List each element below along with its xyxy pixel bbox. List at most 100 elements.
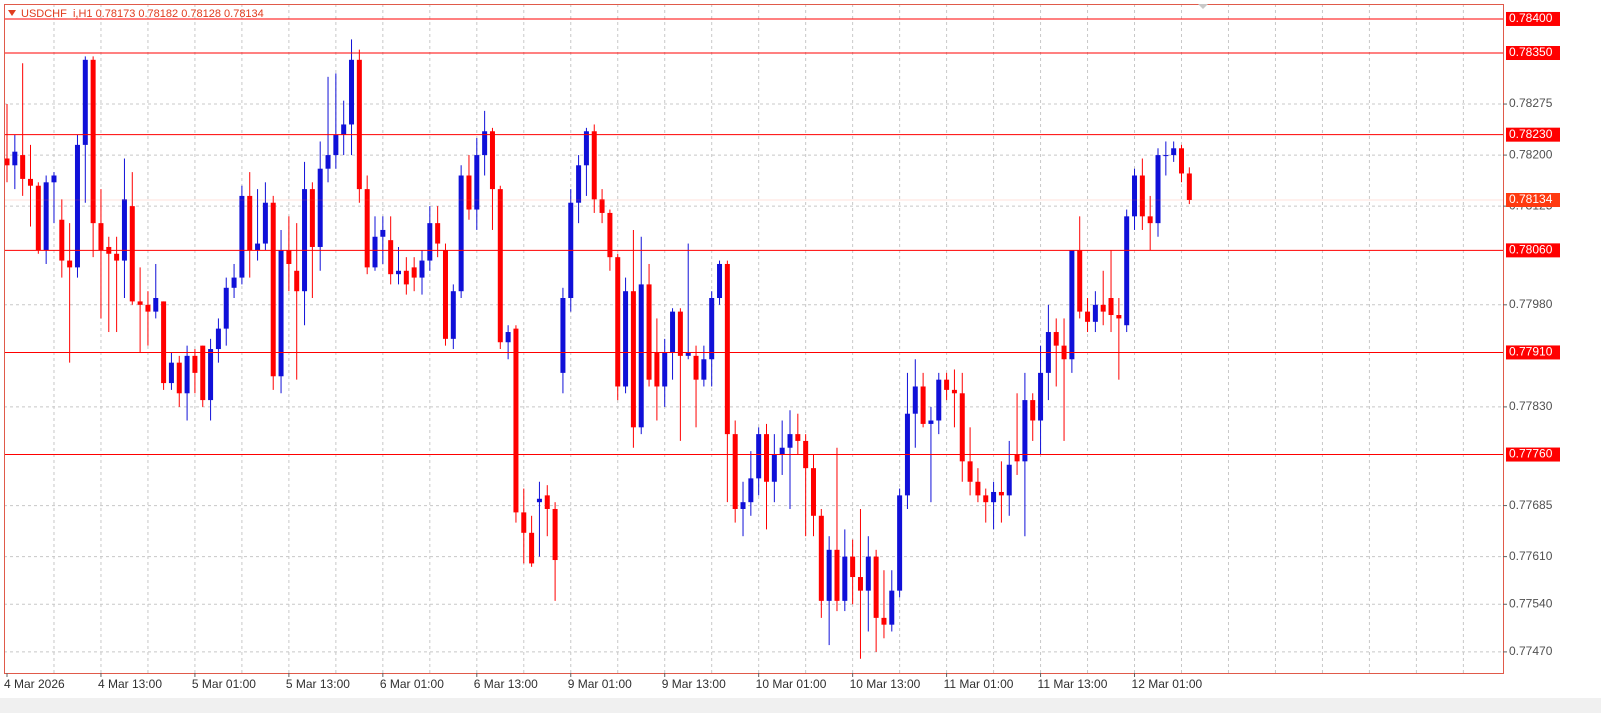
candle-body <box>497 189 503 343</box>
candle-body <box>215 328 221 350</box>
candle-body <box>889 590 895 625</box>
level-label: 0.78230 <box>1509 127 1553 141</box>
y-tick-label: 0.77540 <box>1509 596 1553 610</box>
candle-body <box>944 379 950 390</box>
candle-body <box>270 202 276 377</box>
x-tick-label: 11 Mar 01:00 <box>944 677 1014 691</box>
candle-body <box>294 270 300 292</box>
x-tick-label: 6 Mar 13:00 <box>474 677 538 691</box>
candle-body <box>43 182 49 251</box>
candle-body <box>67 260 73 268</box>
candle-body <box>74 144 80 268</box>
candle-body <box>35 185 41 251</box>
candle-body <box>1069 250 1075 360</box>
candle-body <box>607 212 613 258</box>
candle-body <box>623 291 629 387</box>
candle-body <box>873 556 879 618</box>
candle-body <box>998 491 1004 496</box>
x-tick-label: 11 Mar 13:00 <box>1038 677 1108 691</box>
candle-body <box>740 502 746 509</box>
x-tick-label: 9 Mar 01:00 <box>568 677 632 691</box>
x-tick-label: 10 Mar 01:00 <box>756 677 827 691</box>
candle-body <box>98 223 104 251</box>
candle-body <box>372 236 378 268</box>
candle-body <box>239 195 245 278</box>
candle-body <box>1132 175 1138 217</box>
candle-body <box>356 59 362 190</box>
candle-body <box>489 131 495 190</box>
candle-body <box>591 131 597 200</box>
candle-body <box>693 355 699 380</box>
candle-body <box>4 158 10 166</box>
candle-body <box>1085 311 1091 322</box>
candle-body <box>90 59 96 224</box>
candle-body <box>435 223 441 244</box>
candle-body <box>153 298 159 312</box>
candle-body <box>881 617 887 625</box>
x-tick-label: 4 Mar 2026 <box>4 677 65 691</box>
candle-body <box>255 243 261 251</box>
candle-body <box>482 131 488 156</box>
candle-body <box>928 420 934 424</box>
status-strip <box>0 698 1601 713</box>
candle-body <box>1186 173 1192 201</box>
candle-body <box>983 495 989 503</box>
candle-body <box>685 352 691 356</box>
candle-body <box>419 260 425 278</box>
candle-body <box>380 229 386 237</box>
x-tick-label: 6 Mar 01:00 <box>380 677 444 691</box>
candle-body <box>951 389 957 394</box>
candle-body <box>12 151 18 166</box>
candle-body <box>333 134 339 156</box>
candle-body <box>513 328 519 513</box>
title-arrow <box>8 10 16 16</box>
candle-body <box>208 349 214 401</box>
candle-body <box>474 155 480 210</box>
candle-body <box>192 355 198 373</box>
candle-body <box>936 379 942 421</box>
candle-body <box>200 345 206 401</box>
candle-body <box>1022 400 1028 462</box>
candle-body <box>442 250 448 339</box>
level-label: 0.78060 <box>1509 243 1553 257</box>
x-tick-label: 9 Mar 13:00 <box>662 677 726 691</box>
candle-body <box>1171 148 1177 156</box>
candle-body <box>544 495 550 509</box>
candle-body <box>1100 304 1106 312</box>
candle-body <box>161 301 167 384</box>
candle-body <box>583 131 589 166</box>
grid <box>4 4 1503 673</box>
candle-body <box>82 59 88 145</box>
candle-body <box>1124 216 1130 326</box>
candle-body <box>59 219 65 261</box>
level-label: 0.78350 <box>1509 45 1553 59</box>
candle-body <box>615 257 621 387</box>
candle-body <box>842 556 848 601</box>
candle-body <box>1116 315 1122 319</box>
candle-body <box>223 287 229 329</box>
candle-body <box>638 284 644 428</box>
candle-body <box>818 515 824 601</box>
candle-body <box>411 267 417 278</box>
candle-body <box>458 175 464 292</box>
candle-body <box>262 202 268 244</box>
plot-frame <box>4 4 1504 674</box>
candle-body <box>302 189 308 292</box>
candle-body <box>670 311 676 353</box>
candles <box>4 39 1192 659</box>
candle-body <box>396 270 401 275</box>
candle-body <box>826 549 832 601</box>
candle-body <box>897 495 903 591</box>
candle-body <box>184 355 190 394</box>
candle-body <box>1147 216 1153 224</box>
candle-body <box>865 556 871 591</box>
candle-body <box>779 447 785 455</box>
candle-body <box>1139 175 1145 217</box>
candle-body <box>349 59 355 125</box>
candle-body <box>810 468 816 516</box>
candle-body <box>662 352 668 387</box>
candle-body <box>646 284 652 380</box>
candle-body <box>764 434 770 482</box>
